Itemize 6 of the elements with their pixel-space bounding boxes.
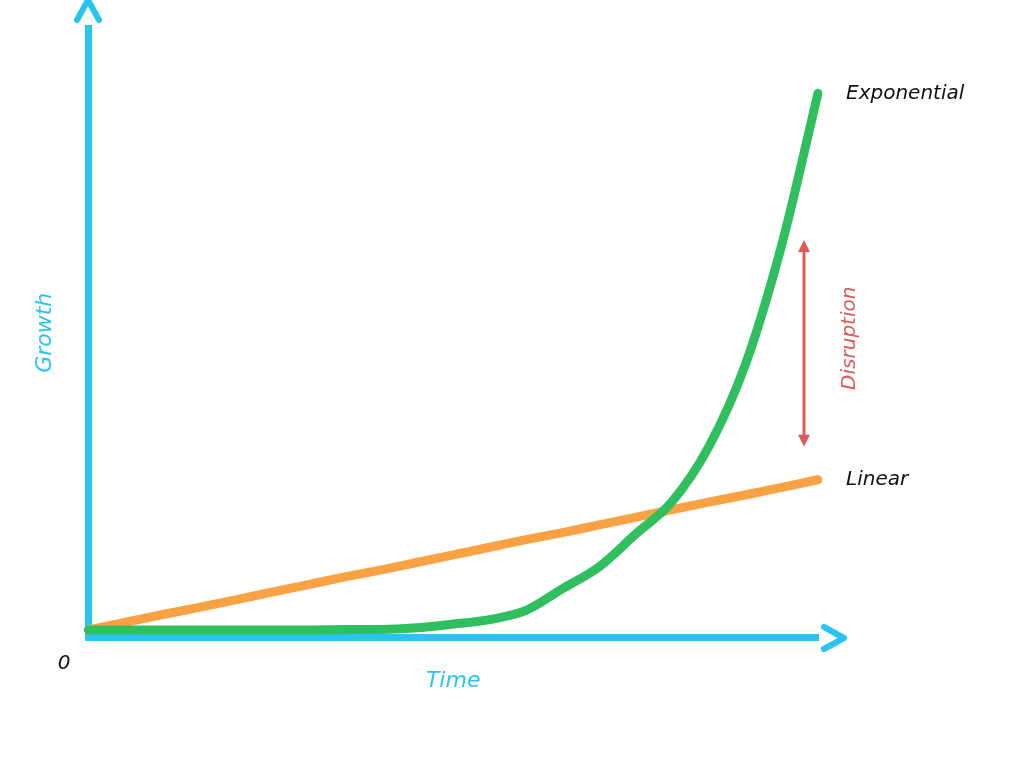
text: Disruption (836, 286, 861, 390)
series-label: Linear (846, 465, 910, 490)
x-axis-title: Time (425, 666, 481, 692)
y-axis-title: Growth (30, 292, 56, 373)
text: 0 (57, 649, 71, 674)
series-label: Exponential (846, 79, 965, 104)
